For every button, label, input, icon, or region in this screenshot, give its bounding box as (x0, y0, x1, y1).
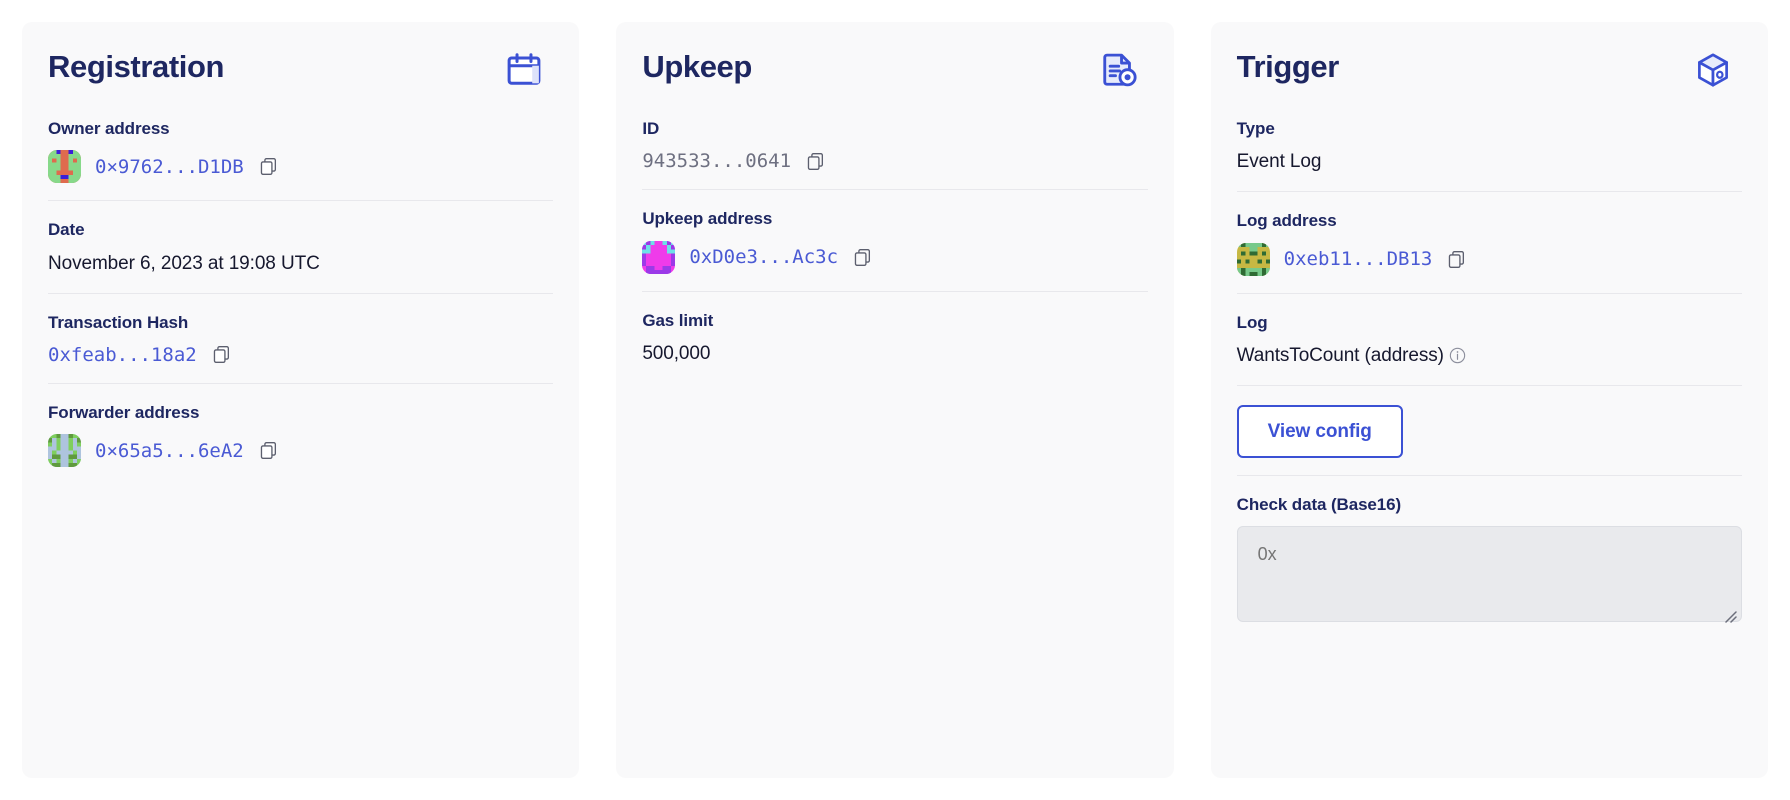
registration-card-title: Registration (48, 49, 225, 84)
field-label-transaction-hash: Transaction Hash (48, 312, 189, 332)
transaction-hash-value[interactable]: 0xfeab...18a2 (48, 343, 197, 366)
upkeep-card-header: Upkeep (642, 48, 1147, 89)
field-date: Date November 6, 2023 at 19:08 UTC (48, 220, 554, 294)
cube-icon (1698, 53, 1728, 87)
log-address-value[interactable]: 0xeb11...DB13 (1283, 248, 1433, 271)
field-gas-limit: Gas limit 500,000 (642, 311, 1147, 383)
upkeep-card: Upkeep ID 943533...0641 Upkeep addr (616, 22, 1174, 778)
field-value-log: WantsToCount (address) (1237, 344, 1742, 368)
field-value-upkeep-address: 0xD0e3...Ac3c (642, 240, 1147, 274)
field-value-log-address: 0xeb11...DB13 (1236, 242, 1742, 276)
copy-icon[interactable] (806, 152, 825, 171)
trigger-card: Trigger Type Event Log Log address (1210, 22, 1768, 778)
field-label-date: Date (48, 220, 85, 240)
field-value-transaction-hash: 0xfeab...18a2 (48, 344, 553, 366)
field-view-config: View config (1236, 404, 1742, 476)
field-log: Log WantsToCount (address) (1236, 312, 1742, 386)
upkeep-card-title: Upkeep (642, 49, 752, 84)
log-value: WantsToCount (address) (1236, 344, 1444, 366)
date-value: November 6, 2023 at 19:08 UTC (48, 252, 320, 274)
field-label-upkeep-address: Upkeep address (642, 209, 773, 229)
field-label-upkeep-id: ID (642, 119, 660, 138)
view-config-button[interactable]: View config (1236, 404, 1403, 458)
trigger-card-title: Trigger (1236, 49, 1340, 84)
upkeep-id-value: 943533...0641 (642, 150, 792, 173)
field-label-log-address: Log address (1236, 211, 1337, 231)
gas-limit-value: 500,000 (642, 343, 711, 365)
upkeep-address-value[interactable]: 0xD0e3...Ac3c (689, 246, 839, 269)
check-data-input[interactable] (1236, 526, 1742, 623)
field-value-owner-address: 0×9762...D1DB (48, 150, 553, 184)
field-trigger-type: Type Event Log (1236, 119, 1742, 193)
document-id-icon (1102, 53, 1137, 87)
field-label-trigger-type: Type (1236, 119, 1275, 138)
info-icon[interactable] (1449, 347, 1466, 364)
calendar-icon (507, 53, 541, 85)
upkeep-address-identicon (642, 240, 676, 274)
copy-icon[interactable] (259, 157, 278, 176)
field-upkeep-address: Upkeep address (642, 209, 1148, 292)
owner-address-value[interactable]: 0×9762...D1DB (95, 155, 244, 178)
field-value-forwarder-address: 0×65a5...6eA2 (48, 434, 553, 468)
copy-icon[interactable] (853, 248, 872, 267)
forwarder-address-identicon (48, 434, 81, 468)
forwarder-address-value[interactable]: 0×65a5...6eA2 (95, 439, 244, 462)
registration-card-header: Registration (48, 48, 553, 89)
check-data-wrapper (1236, 526, 1742, 627)
log-address-identicon (1236, 242, 1270, 276)
field-owner-address: Owner address (48, 119, 554, 202)
field-upkeep-id: ID 943533...0641 (642, 119, 1148, 191)
field-log-address: Log address (1236, 211, 1742, 294)
field-label-forwarder-address: Forwarder address (48, 402, 200, 422)
registration-card: Registration Owner address (22, 22, 580, 778)
owner-address-identicon (48, 150, 81, 184)
field-label-check-data: Check data (Base16) (1236, 494, 1402, 514)
trigger-card-header: Trigger (1237, 48, 1742, 89)
field-label-gas-limit: Gas limit (642, 310, 714, 330)
field-forwarder-address: Forwarder address (48, 403, 553, 484)
field-label-log: Log (1236, 312, 1268, 332)
trigger-type-value: Event Log (1236, 151, 1322, 173)
copy-icon[interactable] (212, 345, 231, 364)
field-check-data: Check data (Base16) (1236, 494, 1742, 627)
field-label-owner-address: Owner address (48, 119, 170, 138)
copy-icon[interactable] (259, 441, 278, 460)
copy-icon[interactable] (1447, 250, 1466, 269)
field-value-upkeep-id: 943533...0641 (642, 150, 1147, 172)
field-transaction-hash: Transaction Hash 0xfeab...18a2 (48, 312, 554, 384)
